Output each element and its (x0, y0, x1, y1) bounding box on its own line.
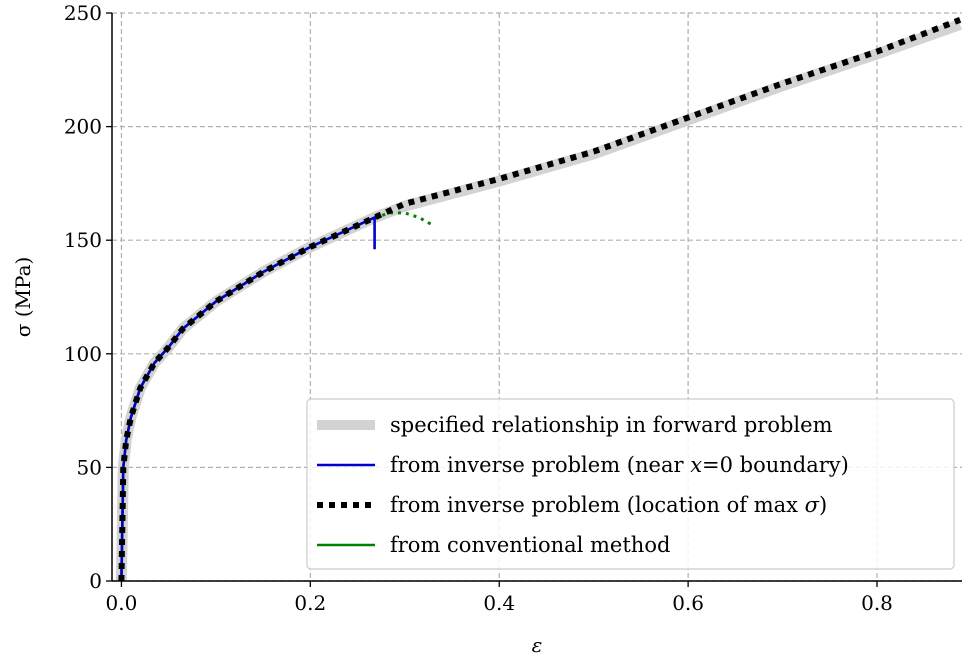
y-tick-label: 0 (89, 569, 102, 593)
y-tick-label: 150 (64, 228, 102, 252)
series-layer (115, 16, 962, 582)
y-tick-label: 50 (77, 455, 102, 479)
legend-entry-label: from conventional method (390, 533, 670, 557)
x-tick-label: 0.6 (672, 591, 704, 615)
legend: specified relationship in forward proble… (306, 398, 955, 570)
legend-entry-label: from inverse problem (near x=0 boundary) (390, 453, 849, 477)
legend-entry-label: from inverse problem (location of max σ) (390, 493, 827, 517)
legend-entry-label: specified relationship in forward proble… (390, 413, 833, 437)
x-tick-label: 0.4 (483, 591, 515, 615)
series-line-2 (118, 16, 962, 582)
y-tick-label: 100 (64, 342, 102, 366)
y-tick-label: 250 (64, 1, 102, 25)
y-tick-label: 200 (64, 115, 102, 139)
y-axis-label: σ (MPa) (11, 257, 35, 338)
x-tick-label: 0.2 (294, 591, 326, 615)
ticks: 0.0 0.2 0.4 0.6 0.8 0 50 100 150 200 250 (64, 1, 893, 615)
x-tick-label: 0.0 (106, 591, 138, 615)
x-tick-label: 0.8 (861, 591, 893, 615)
axes (111, 13, 962, 582)
x-axis-label: ε (532, 633, 543, 657)
series-line-4 (374, 211, 432, 226)
legend-box (306, 398, 955, 570)
